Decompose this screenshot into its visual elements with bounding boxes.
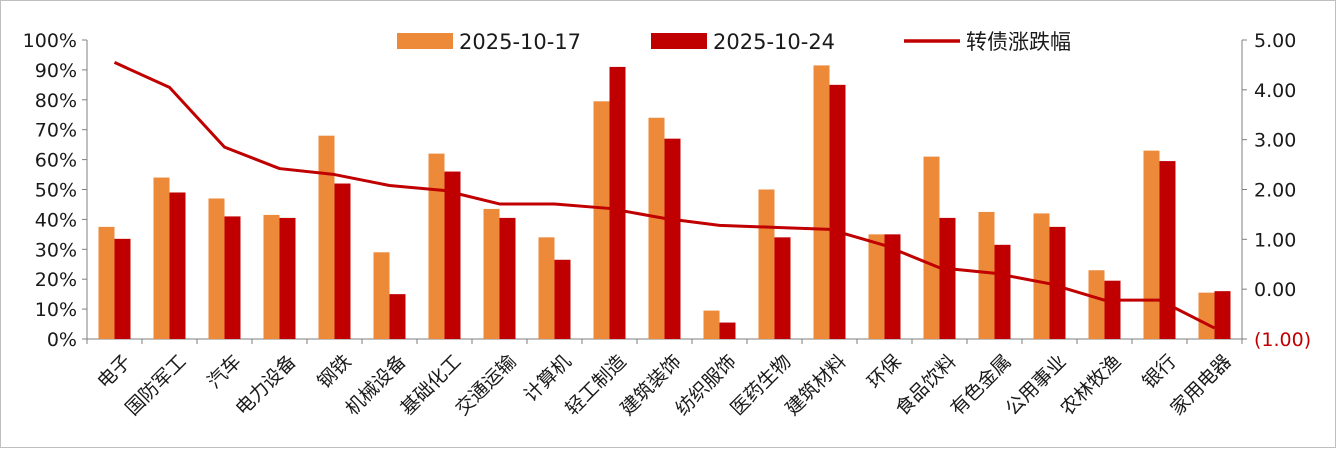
right-tick-label: 3.00 bbox=[1254, 130, 1296, 152]
left-tick-label: 10% bbox=[35, 299, 77, 321]
bar-2025-10-24 bbox=[719, 322, 736, 339]
bar-2025-10-24 bbox=[1214, 291, 1231, 339]
bar-2025-10-24 bbox=[169, 192, 186, 339]
category-label: 交通运输 bbox=[451, 351, 520, 420]
legend: 2025-10-17 2025-10-24 转债涨跌幅 bbox=[397, 30, 1071, 54]
bar-2025-10-17 bbox=[1143, 150, 1160, 339]
bars-layer bbox=[98, 65, 1231, 340]
bar-2025-10-24 bbox=[499, 217, 516, 339]
right-tick-label: 0.00 bbox=[1254, 279, 1296, 301]
right-tick-label: 4.00 bbox=[1254, 80, 1296, 102]
right-tick-label: 2.00 bbox=[1254, 180, 1296, 202]
right-tick-label: 1.00 bbox=[1254, 229, 1296, 251]
bar-2025-10-24 bbox=[1049, 226, 1066, 339]
bar-2025-10-17 bbox=[98, 226, 115, 339]
line-layer bbox=[113, 61, 1216, 330]
bar-2025-10-17 bbox=[153, 177, 170, 339]
bar-2025-10-24 bbox=[224, 216, 241, 339]
category-label: 电力设备 bbox=[231, 351, 300, 420]
category-label: 环保 bbox=[863, 351, 905, 393]
bar-2025-10-24 bbox=[609, 66, 626, 339]
left-tick-label: 60% bbox=[35, 150, 77, 172]
left-tick-label: 50% bbox=[35, 180, 77, 202]
right-tick-label: (1.00) bbox=[1254, 329, 1311, 351]
axes-layer: 0% 10% 20% 30% 40% 50% 60% 70% 80% 90% 100% (1.00) 0… bbox=[23, 30, 1311, 351]
left-tick-label: 100% bbox=[23, 30, 77, 52]
bar-2025-10-17 bbox=[758, 189, 775, 339]
bar-2025-10-24 bbox=[664, 138, 681, 339]
bar-2025-10-24 bbox=[1159, 161, 1176, 339]
category-label: 银行 bbox=[1138, 351, 1180, 393]
bar-2025-10-17 bbox=[1088, 270, 1105, 339]
bar-2025-10-24 bbox=[774, 237, 791, 339]
bar-2025-10-24 bbox=[114, 238, 131, 339]
bar-2025-10-24 bbox=[994, 244, 1011, 339]
bar-2025-10-17 bbox=[428, 153, 445, 339]
bar-2025-10-17 bbox=[648, 117, 665, 340]
left-tick-label: 80% bbox=[35, 90, 77, 112]
bar-2025-10-24 bbox=[389, 294, 406, 339]
legend-label: 转债涨跌幅 bbox=[966, 30, 1071, 54]
legend-label: 2025-10-17 bbox=[459, 30, 581, 54]
bar-2025-10-24 bbox=[1104, 280, 1121, 339]
bar-2025-10-24 bbox=[554, 259, 571, 339]
line-series-转债涨跌幅 bbox=[113, 61, 1216, 330]
bar-2025-10-17 bbox=[813, 65, 830, 339]
left-tick-label: 30% bbox=[35, 239, 77, 261]
bar-2025-10-17 bbox=[538, 237, 555, 339]
category-label: 农林牧渔 bbox=[1056, 351, 1125, 420]
legend-swatch bbox=[397, 33, 453, 49]
bar-2025-10-17 bbox=[208, 198, 225, 339]
bar-2025-10-24 bbox=[334, 183, 351, 339]
bar-2025-10-17 bbox=[1033, 213, 1050, 339]
left-tick-label: 70% bbox=[35, 120, 77, 142]
bar-2025-10-17 bbox=[593, 101, 610, 339]
bar-2025-10-17 bbox=[483, 208, 500, 339]
bar-2025-10-17 bbox=[263, 214, 280, 339]
bar-2025-10-17 bbox=[978, 211, 995, 339]
left-tick-label: 0% bbox=[47, 329, 77, 351]
legend-swatch bbox=[651, 33, 707, 49]
left-tick-label: 90% bbox=[35, 60, 77, 82]
category-label: 电子 bbox=[93, 351, 135, 393]
category-label: 钢铁 bbox=[313, 351, 355, 393]
category-label: 国防军工 bbox=[121, 351, 190, 420]
left-tick-label: 40% bbox=[35, 209, 77, 231]
bar-2025-10-24 bbox=[279, 217, 296, 339]
bar-2025-10-17 bbox=[1198, 292, 1215, 339]
left-tick-label: 20% bbox=[35, 269, 77, 291]
bar-2025-10-17 bbox=[373, 252, 390, 339]
bar-2025-10-17 bbox=[318, 135, 335, 339]
legend-label: 2025-10-24 bbox=[713, 30, 835, 54]
bar-2025-10-24 bbox=[884, 234, 901, 339]
bar-2025-10-24 bbox=[829, 84, 846, 339]
bar-2025-10-17 bbox=[703, 310, 720, 339]
category-label: 家用电器 bbox=[1166, 351, 1235, 420]
right-tick-label: 5.00 bbox=[1254, 30, 1296, 52]
bar-2025-10-17 bbox=[868, 234, 885, 339]
category-label: 汽车 bbox=[203, 351, 245, 393]
bar-2025-10-24 bbox=[939, 217, 956, 339]
bar-2025-10-24 bbox=[444, 171, 461, 339]
category-label: 建筑材料 bbox=[781, 351, 850, 420]
bar-2025-10-17 bbox=[923, 156, 940, 339]
